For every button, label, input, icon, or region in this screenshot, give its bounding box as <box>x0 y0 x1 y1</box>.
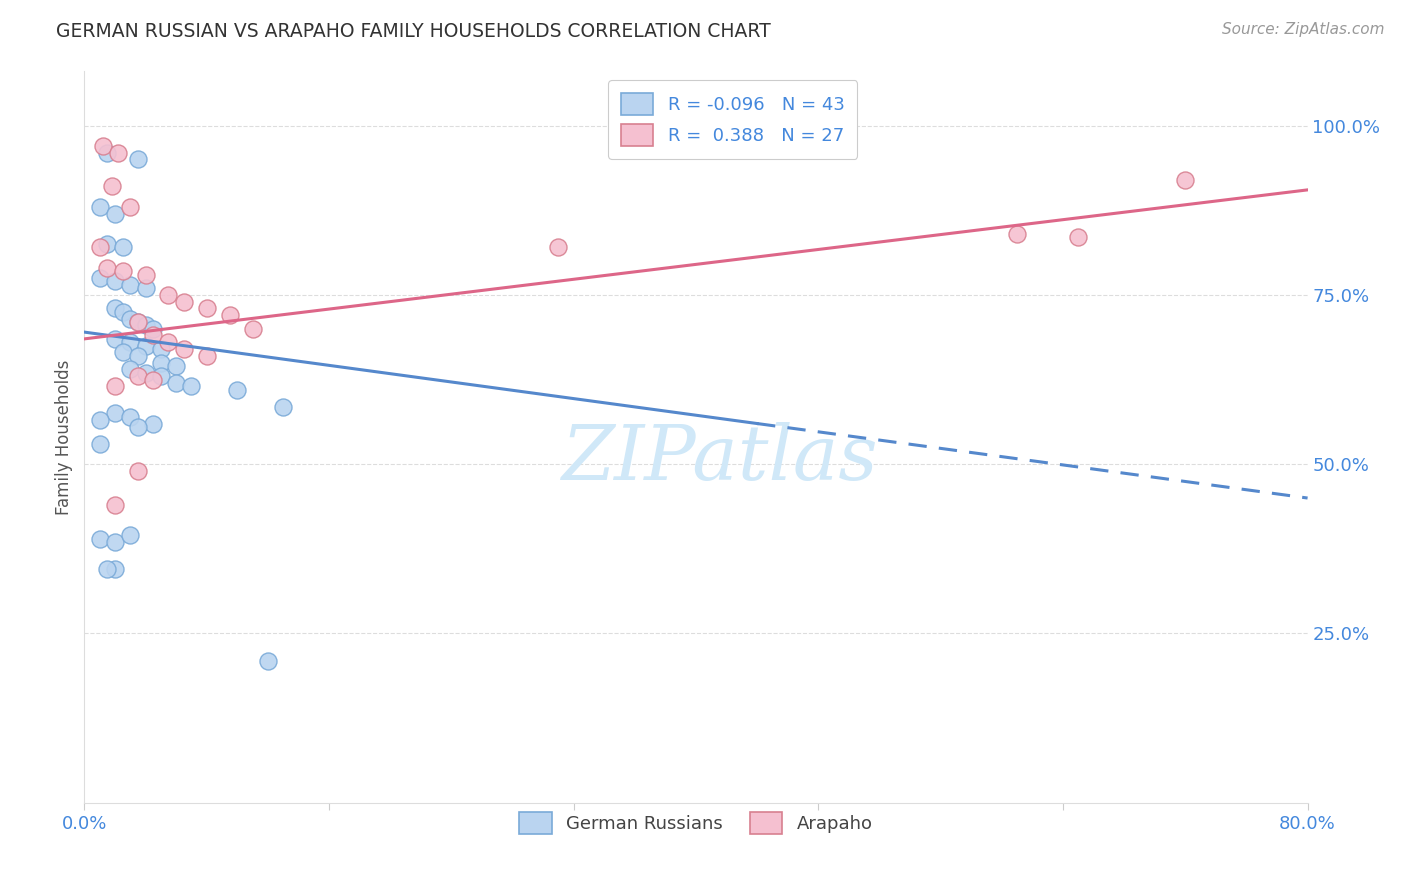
Point <box>135 338 157 352</box>
Point <box>142 322 165 336</box>
Point <box>111 345 134 359</box>
Point <box>89 271 111 285</box>
Point <box>89 532 111 546</box>
Point <box>180 379 202 393</box>
Point <box>127 464 149 478</box>
Point <box>142 372 165 386</box>
Point <box>271 400 294 414</box>
Point <box>127 349 149 363</box>
Point <box>127 420 149 434</box>
Point <box>165 376 187 390</box>
Point <box>91 139 114 153</box>
Point <box>135 366 157 380</box>
Point <box>173 342 195 356</box>
Point <box>120 335 142 350</box>
Point <box>89 200 111 214</box>
Point <box>1005 227 1028 241</box>
Point <box>107 145 129 160</box>
Point <box>101 179 124 194</box>
Point <box>120 277 142 292</box>
Point <box>104 206 127 220</box>
Point <box>96 260 118 275</box>
Point <box>120 311 142 326</box>
Text: GERMAN RUSSIAN VS ARAPAHO FAMILY HOUSEHOLDS CORRELATION CHART: GERMAN RUSSIAN VS ARAPAHO FAMILY HOUSEHO… <box>56 22 770 41</box>
Point <box>104 562 127 576</box>
Point <box>149 369 172 384</box>
Point <box>104 332 127 346</box>
Point <box>120 200 142 214</box>
Point <box>111 305 134 319</box>
Point <box>195 349 218 363</box>
Point <box>89 413 111 427</box>
Point <box>104 535 127 549</box>
Point <box>104 301 127 316</box>
Point <box>96 145 118 160</box>
Point <box>226 383 249 397</box>
Point <box>89 437 111 451</box>
Point <box>96 237 118 252</box>
Y-axis label: Family Households: Family Households <box>55 359 73 515</box>
Point <box>165 359 187 373</box>
Point <box>120 409 142 424</box>
Point <box>218 308 240 322</box>
Point <box>120 528 142 542</box>
Legend: German Russians, Arapaho: German Russians, Arapaho <box>512 805 880 841</box>
Point <box>135 281 157 295</box>
Point <box>157 288 180 302</box>
Point <box>120 362 142 376</box>
Point <box>1174 172 1197 186</box>
Point <box>149 355 172 369</box>
Point <box>127 369 149 384</box>
Point <box>104 379 127 393</box>
Point <box>547 240 569 254</box>
Point <box>104 498 127 512</box>
Point <box>157 335 180 350</box>
Text: Source: ZipAtlas.com: Source: ZipAtlas.com <box>1222 22 1385 37</box>
Point <box>111 264 134 278</box>
Point <box>195 301 218 316</box>
Point <box>111 240 134 254</box>
Point <box>142 328 165 343</box>
Point <box>242 322 264 336</box>
Point <box>142 417 165 431</box>
Point <box>135 318 157 333</box>
Point <box>127 315 149 329</box>
Text: ZIPatlas: ZIPatlas <box>562 422 879 496</box>
Point <box>127 153 149 167</box>
Point <box>104 274 127 288</box>
Point <box>89 240 111 254</box>
Point <box>135 268 157 282</box>
Point <box>96 562 118 576</box>
Point <box>149 342 172 356</box>
Point <box>1067 230 1090 244</box>
Point <box>173 294 195 309</box>
Point <box>257 654 280 668</box>
Point <box>104 406 127 420</box>
Point <box>127 315 149 329</box>
